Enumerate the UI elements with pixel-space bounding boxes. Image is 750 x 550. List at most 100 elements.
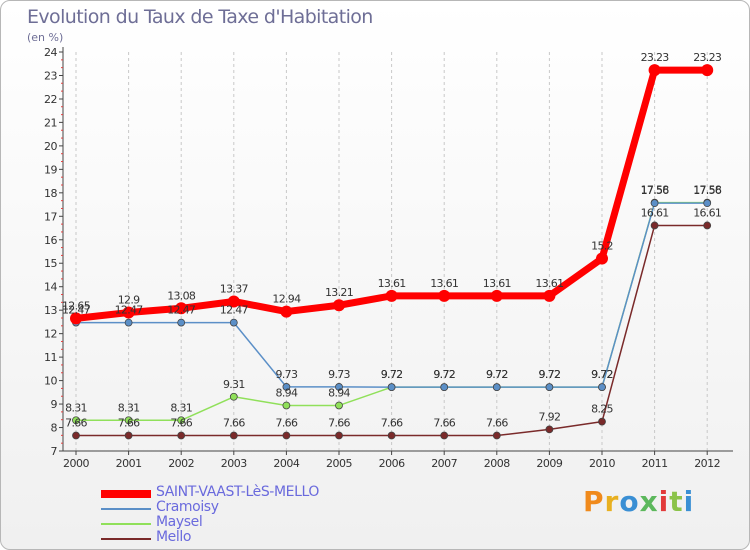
data-label: 7.66 — [486, 417, 508, 430]
data-point — [335, 401, 343, 410]
brand-letter: i — [658, 485, 670, 518]
x-tick-label: 2008 — [484, 457, 510, 470]
data-point — [175, 302, 188, 315]
y-tick-label: 7 — [51, 445, 58, 458]
data-label: 12.65 — [62, 299, 91, 312]
data-point — [490, 289, 503, 302]
legend-label: Cramoisy — [156, 499, 219, 515]
x-tick-label: 2002 — [168, 457, 194, 470]
data-point — [72, 431, 80, 440]
legend-swatch — [101, 537, 151, 540]
y-tick-label: 10 — [44, 375, 57, 388]
data-label: 9.31 — [223, 378, 245, 391]
y-tick-label: 14 — [44, 281, 57, 294]
y-tick-label: 17 — [44, 210, 57, 223]
data-label: 8.31 — [170, 401, 192, 414]
data-point — [440, 431, 449, 440]
brand-letter: o — [619, 485, 640, 518]
data-point — [438, 289, 451, 302]
data-label: 9.73 — [276, 368, 298, 381]
data-label: 7.92 — [539, 410, 561, 423]
x-tick-label: 2006 — [379, 457, 405, 470]
y-tick-label: 20 — [44, 140, 57, 153]
data-label: 8.25 — [591, 403, 613, 416]
y-tick-label: 11 — [44, 351, 57, 364]
data-label: 12.47 — [115, 304, 144, 317]
data-label: 16.61 — [693, 206, 721, 219]
data-label: 9.72 — [486, 368, 508, 381]
data-label: 17.56 — [641, 184, 670, 197]
y-tick-label: 23 — [44, 69, 57, 82]
legend-label: SAINT-VAAST-LèS-MELLO — [156, 484, 320, 500]
data-label: 9.72 — [433, 368, 455, 381]
data-point — [492, 431, 501, 440]
data-point — [703, 199, 712, 208]
brand-letter: x — [639, 485, 659, 518]
data-point — [227, 295, 240, 308]
data-label: 12.94 — [272, 293, 301, 306]
data-point — [598, 383, 606, 392]
brand-letter: i — [683, 485, 695, 518]
data-label: 16.61 — [641, 206, 669, 219]
data-point — [648, 64, 661, 77]
data-point — [72, 416, 80, 425]
data-point — [545, 425, 554, 434]
x-tick-label: 2010 — [589, 457, 615, 470]
y-tick-label: 15 — [44, 257, 57, 270]
data-label: 8.94 — [276, 386, 298, 399]
y-tick-label: 12 — [44, 328, 57, 341]
x-tick-label: 2005 — [326, 457, 352, 470]
data-point — [177, 431, 186, 440]
x-tick-label: 2012 — [694, 457, 720, 470]
legend-swatch — [101, 489, 151, 498]
chart-title: Evolution du Taux de Taxe d'Habitation — [27, 6, 373, 28]
data-label: 9.72 — [539, 368, 561, 381]
data-point — [701, 64, 714, 77]
data-point — [492, 383, 501, 392]
data-label: 9.72 — [381, 368, 403, 381]
data-label: 17.58 — [641, 184, 670, 197]
data-point — [229, 318, 238, 327]
x-tick-label: 2011 — [642, 457, 668, 470]
data-label: 8.31 — [65, 401, 87, 414]
data-label: 9.72 — [591, 368, 613, 381]
data-label: 7.66 — [65, 417, 87, 430]
data-label: 23.23 — [693, 51, 722, 64]
data-point — [124, 431, 133, 440]
y-tick-label: 21 — [44, 116, 57, 129]
brand-logo: Proxiti — [583, 485, 694, 518]
data-point — [387, 383, 396, 392]
y-tick-label: 19 — [44, 163, 57, 176]
brand-letter: r — [604, 485, 620, 518]
data-point — [598, 417, 606, 426]
x-tick-label: 2009 — [536, 457, 562, 470]
data-label: 9.72 — [539, 368, 561, 381]
data-point — [122, 306, 135, 319]
data-point — [124, 416, 133, 425]
brand-letter: P — [583, 485, 605, 518]
brand-letter: t — [669, 485, 684, 518]
data-label: 9.72 — [591, 368, 613, 381]
data-label: 7.66 — [381, 417, 403, 430]
data-label: 13.21 — [325, 286, 353, 299]
data-point — [545, 383, 554, 392]
legend-label: Mello — [156, 529, 192, 545]
data-point — [282, 383, 291, 391]
data-label: 13.61 — [535, 277, 563, 290]
data-point — [333, 299, 345, 312]
x-tick-label: 2007 — [431, 457, 457, 470]
data-label: 13.61 — [483, 277, 511, 290]
data-point — [280, 305, 293, 318]
data-point — [543, 289, 556, 302]
data-point — [440, 383, 449, 392]
legend-item: Maysel — [101, 514, 421, 531]
data-label: 15.2 — [591, 240, 613, 253]
data-label: 8.31 — [118, 401, 140, 414]
data-label: 13.61 — [378, 277, 406, 290]
data-point — [596, 252, 608, 265]
data-point — [229, 431, 238, 440]
data-label: 9.72 — [486, 368, 508, 381]
data-label: 7.66 — [118, 417, 140, 430]
